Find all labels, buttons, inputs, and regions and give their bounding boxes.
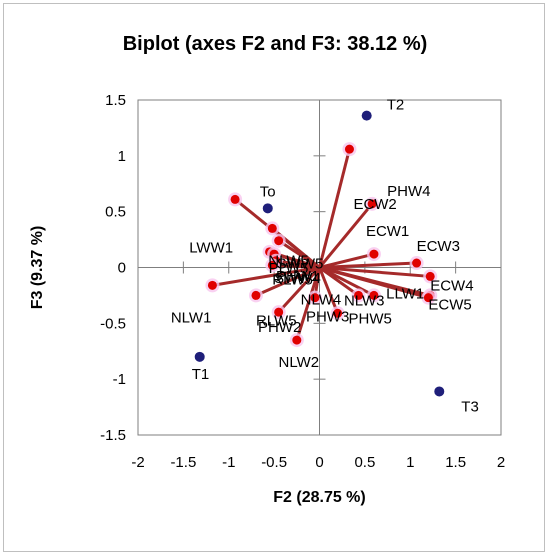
variable-label: NLW3 bbox=[344, 292, 385, 309]
variable-vector bbox=[319, 261, 417, 269]
variable-point bbox=[333, 308, 343, 318]
variable-point bbox=[367, 199, 377, 209]
variable-label: NLW1 bbox=[171, 309, 212, 326]
variable-label: NLW5 bbox=[268, 252, 309, 269]
variable-vector bbox=[318, 266, 340, 314]
chart-title: Biplot (axes F2 and F3: 38.12 %) bbox=[122, 33, 428, 55]
variable-label: NLW2 bbox=[279, 354, 320, 371]
variable-label: ECW4 bbox=[430, 277, 473, 294]
variable-label: RLW5 bbox=[256, 312, 297, 329]
variable-vector bbox=[277, 266, 321, 314]
observation-point bbox=[361, 110, 372, 121]
variable-vector bbox=[318, 148, 351, 268]
observation-label: T3 bbox=[461, 398, 479, 415]
x-tick-label: 1 bbox=[406, 454, 414, 471]
variable-vector bbox=[318, 266, 360, 297]
variable-point bbox=[274, 236, 284, 246]
variable-label: PHW4 bbox=[387, 183, 430, 200]
variable-point bbox=[274, 307, 284, 317]
variable-vector bbox=[318, 202, 374, 269]
variable-point bbox=[369, 290, 379, 300]
x-tick-label: -2 bbox=[131, 454, 144, 471]
observation-point bbox=[194, 351, 205, 362]
x-tick-label: 0 bbox=[315, 454, 323, 471]
variable-point bbox=[344, 144, 354, 154]
variable-label: PHW1 bbox=[276, 268, 319, 285]
variable-vector bbox=[255, 266, 321, 297]
chart-frame bbox=[3, 3, 545, 552]
observations-layer bbox=[194, 110, 445, 397]
variable-label: ECW3 bbox=[417, 238, 460, 255]
variable-point bbox=[310, 293, 320, 303]
x-tick-label: -1 bbox=[222, 454, 235, 471]
x-tick-label: 0.5 bbox=[354, 454, 375, 471]
x-axis-label: F2 (28.75 %) bbox=[273, 489, 365, 506]
y-tick-label: 0 bbox=[118, 260, 126, 277]
observation-label: T2 bbox=[387, 97, 405, 114]
y-tick-label: -1 bbox=[113, 371, 126, 388]
variable-vector bbox=[212, 266, 320, 287]
observation-point bbox=[262, 203, 273, 214]
x-tick-label: 2 bbox=[497, 454, 505, 471]
variable-vector bbox=[319, 266, 429, 300]
x-tick-label: -1.5 bbox=[170, 454, 196, 471]
observation-label: T1 bbox=[192, 366, 210, 383]
variable-point bbox=[267, 260, 277, 270]
variable-label: ECW5 bbox=[428, 297, 471, 314]
y-tick-label: 1 bbox=[118, 148, 126, 165]
y-tick-label: -0.5 bbox=[100, 315, 126, 332]
variable-point bbox=[230, 194, 240, 204]
variable-point bbox=[207, 280, 217, 290]
variable-label: PHW2 bbox=[258, 319, 301, 336]
y-tick-label: 1.5 bbox=[105, 92, 126, 109]
y-tick-label: -1.5 bbox=[100, 427, 126, 444]
variable-point bbox=[251, 290, 261, 300]
observation-label: To bbox=[260, 183, 276, 200]
variable-label: PHW3 bbox=[306, 308, 349, 325]
variable-vector bbox=[277, 239, 321, 269]
variable-label: RLW5 bbox=[272, 271, 313, 288]
variable-vector bbox=[319, 266, 431, 278]
variable-point bbox=[369, 249, 379, 259]
variable-point bbox=[412, 258, 422, 268]
axes-layer: -2 -1.5 -1 -0.5 0 0.5 1 1.5 2 -1.5 -1 -0.5 0 0.5 1 1.5 bbox=[100, 92, 505, 471]
variable-vector bbox=[319, 252, 375, 269]
variable-label: LWW1 bbox=[189, 239, 233, 256]
variable-vector bbox=[295, 267, 321, 341]
variable-label: PLW5 bbox=[269, 260, 309, 277]
variable-label: LLW1 bbox=[386, 285, 424, 302]
variable-point bbox=[267, 223, 277, 233]
vectors-layer bbox=[205, 142, 438, 348]
variable-label: NLW4 bbox=[301, 292, 342, 309]
observation-point bbox=[434, 386, 445, 397]
variable-label: SWW5 bbox=[277, 256, 324, 273]
variable-label: PHW5 bbox=[349, 310, 392, 327]
variable-label: SWW4 bbox=[274, 270, 321, 287]
variable-label: ECW1 bbox=[366, 223, 409, 240]
y-axis-label: F3 (9.37 %) bbox=[29, 226, 46, 310]
variable-point bbox=[423, 293, 433, 303]
x-tick-label: -0.5 bbox=[261, 454, 287, 471]
variable-point bbox=[292, 335, 302, 345]
x-tick-label: 1.5 bbox=[445, 454, 466, 471]
variable-point bbox=[425, 271, 435, 281]
variable-point bbox=[354, 290, 364, 300]
y-tick-label: 0.5 bbox=[105, 204, 126, 221]
variable-label: ECW2 bbox=[353, 196, 396, 213]
labels-layer: ECW2PHW4LWW1NLW5SWW5PLW5SWW4PHW1RLW5ECW1… bbox=[171, 97, 479, 416]
